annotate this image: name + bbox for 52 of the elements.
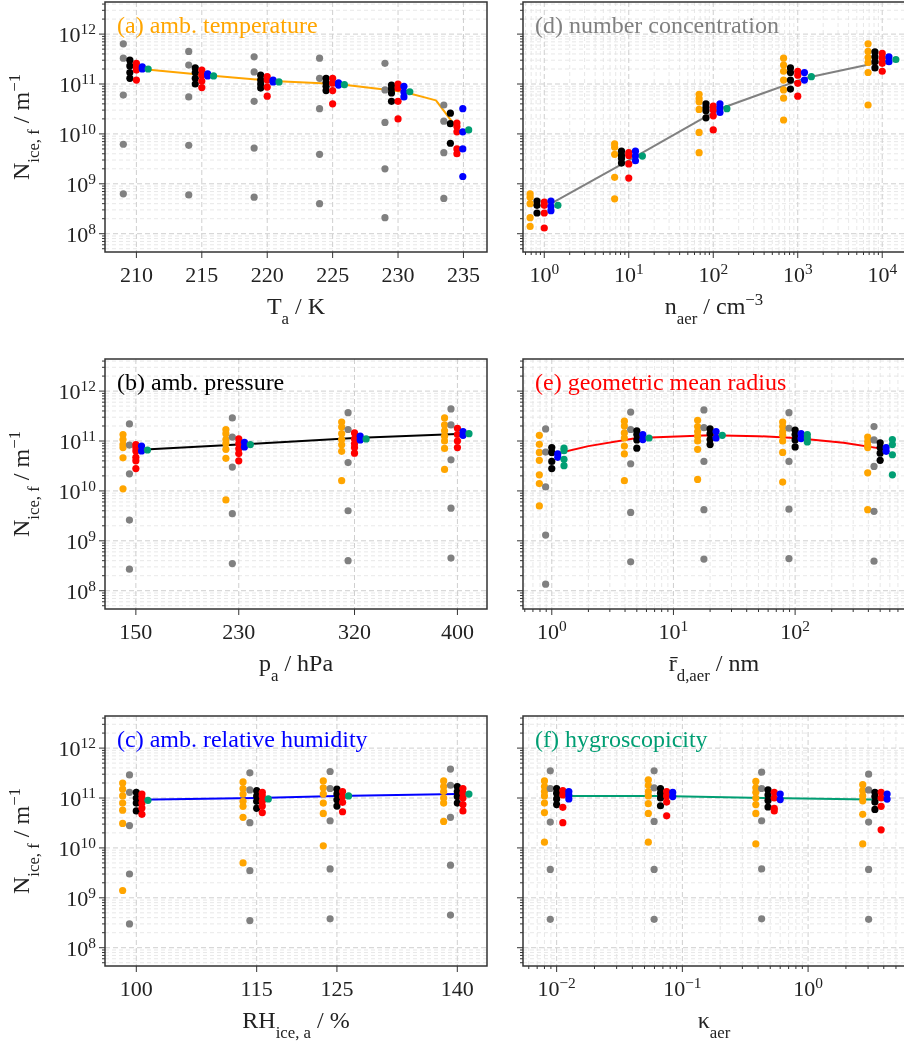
x-tick-label: 320 [338,619,372,644]
y-tick-label: 10$^{10}$ [58,119,97,147]
x-tick-label: 115 [240,976,273,1001]
y-tick-label: 10$^{12}$ [58,19,96,48]
y-tick-label: 10$^{9}$ [66,883,97,911]
x-tick-label: 125 [320,976,354,1001]
x-tick-label: 210 [119,262,153,287]
x-tick-label: 10$^{−2}$ [537,973,576,1001]
y-tick-label: 10$^{9}$ [66,169,97,197]
x-tick-label: 10$^{2}$ [780,616,810,644]
x-tick-label: 235 [446,262,480,287]
chart-title: (d) number concentration [535,12,779,38]
x-axis-title: n$_{aer}$ / cm$^{−3}$ [664,289,764,328]
x-axis-title: p$_{a}$ / hPa [258,650,334,685]
y-tick-label: 10$^{12}$ [58,376,96,405]
x-axis-title: κ$_{aer}$ [697,1007,731,1042]
y-tick-label: 10$^{8}$ [66,576,97,604]
chart-title: (f) hygroscopicity [535,726,708,752]
x-tick-label: 10$^{4}$ [867,259,898,287]
x-tick-label: 10$^{1}$ [613,259,644,287]
y-tick-label: 10$^{12}$ [58,733,96,762]
x-tick-label: 10$^{0}$ [793,973,824,1001]
x-tick-label: 10$^{0}$ [536,616,567,644]
y-tick-label: 10$^{9}$ [66,526,97,554]
x-axis-title: r̄$_{d,aer}$ / nm [668,650,760,685]
y-tick-label: 10$^{11}$ [59,69,96,98]
x-tick-label: 400 [440,619,474,644]
y-tick-label: 10$^{8}$ [66,933,97,961]
x-tick-label: 215 [185,262,219,287]
x-axis-title: RH$_{ice, a}$ / % [242,1007,350,1042]
chart-title: (a) amb. temperature [117,12,318,38]
chart-title: (e) geometric mean radius [535,369,787,395]
y-tick-label: 10$^{11}$ [59,783,96,812]
x-tick-label: 10$^{−1}$ [663,973,702,1001]
y-tick-label: 10$^{10}$ [58,833,97,861]
x-tick-label: 10$^{2}$ [698,259,729,287]
x-tick-label: 225 [316,262,350,287]
y-tick-label: 10$^{8}$ [66,219,97,247]
x-tick-label: 10$^{0}$ [529,259,560,287]
x-tick-label: 140 [440,976,474,1001]
x-axis-title: T$_{a}$ / K [266,293,326,328]
x-tick-label: 10$^{3}$ [782,259,813,287]
x-tick-label: 220 [250,262,284,287]
x-tick-label: 230 [222,619,256,644]
x-tick-label: 10$^{1}$ [658,616,689,644]
y-tick-label: 10$^{10}$ [58,476,97,504]
y-tick-label: 10$^{11}$ [59,426,96,455]
chart-title: (b) amb. pressure [117,369,285,395]
x-tick-label: 230 [381,262,415,287]
chart-title: (c) amb. relative humidity [117,726,368,752]
x-tick-label: 100 [119,976,153,1001]
x-tick-label: 150 [119,619,153,644]
